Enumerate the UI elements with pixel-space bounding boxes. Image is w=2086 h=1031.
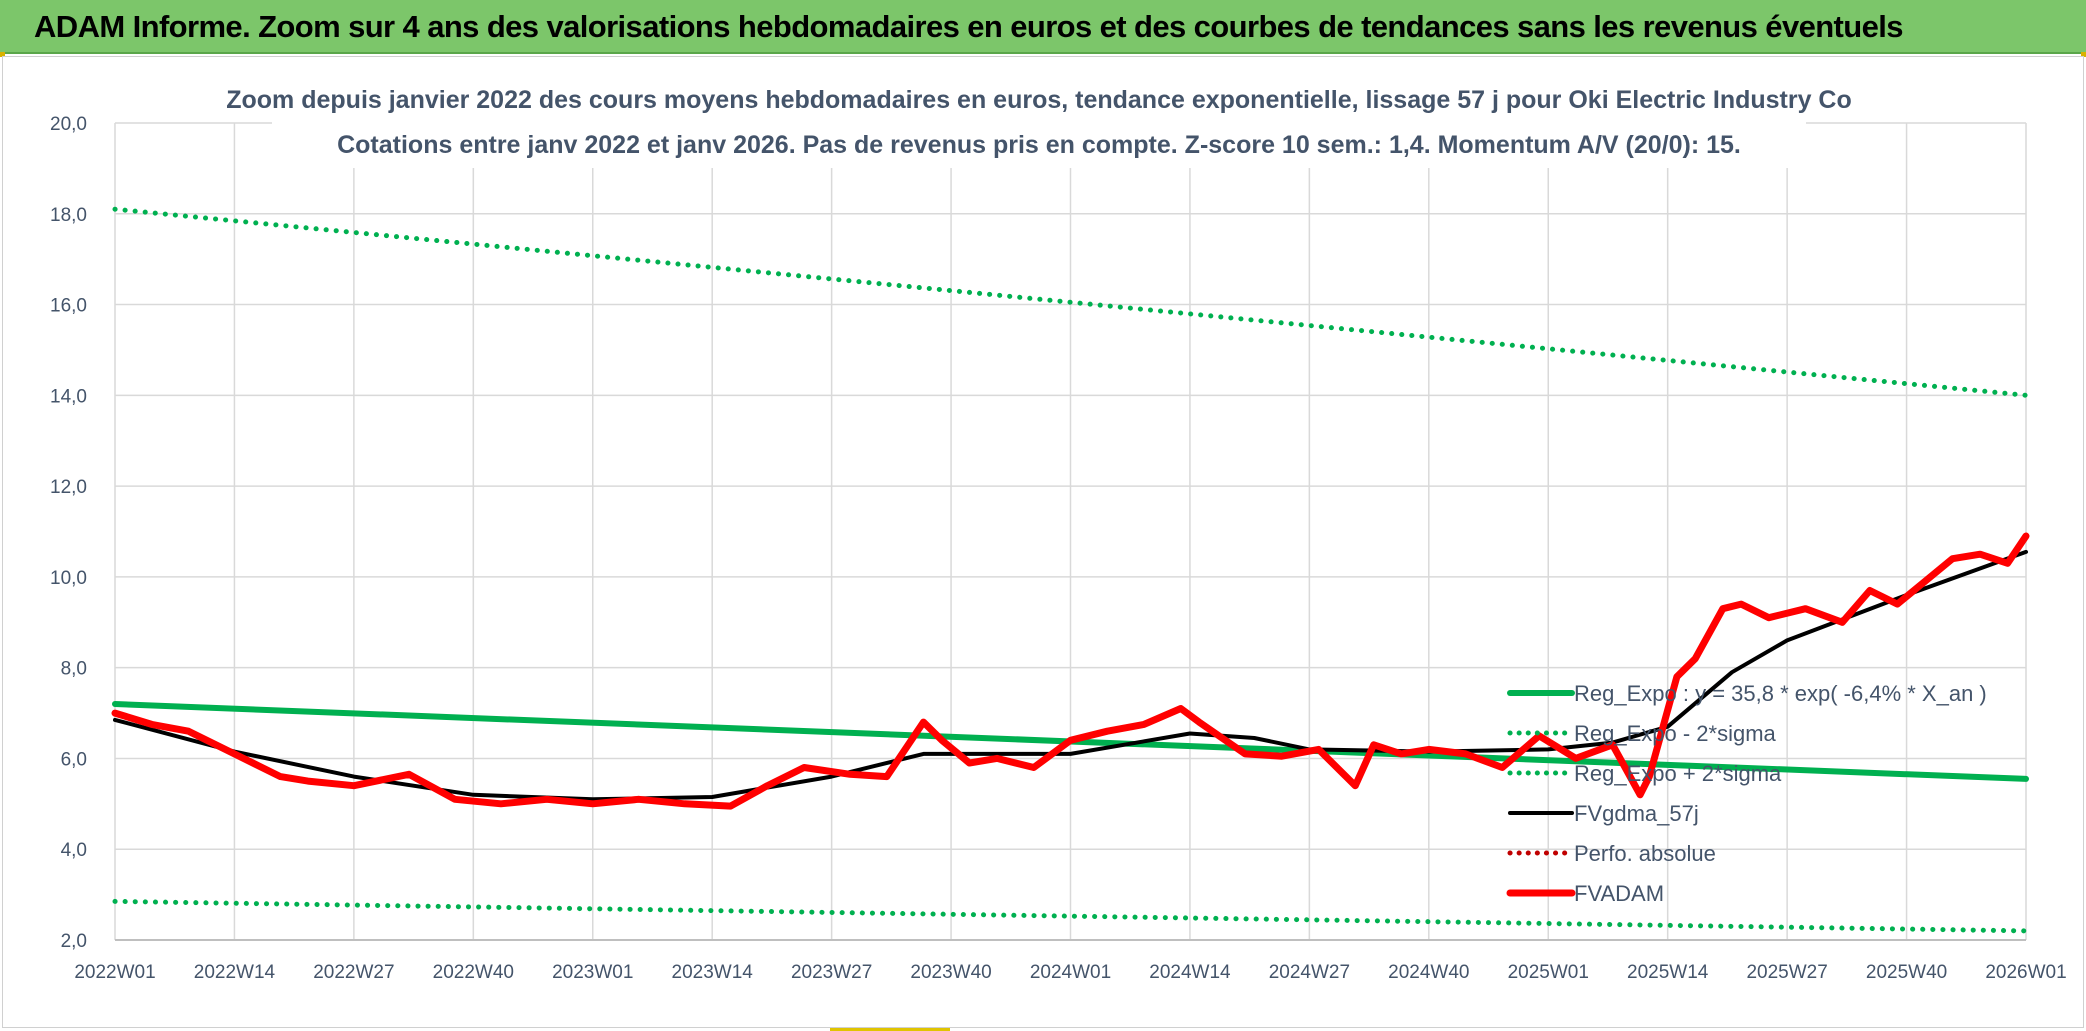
x-tick-label: 2025W27 [1746,962,1827,983]
legend-label: Reg_Expo : y = 35,8 * exp( -6,4% * X_an … [1574,681,1987,706]
x-tick-label: 2022W14 [194,962,276,983]
x-tick-label: 2024W40 [1388,962,1469,983]
y-tick-label: 4,0 [61,840,87,861]
y-tick-label: 16,0 [50,296,87,317]
series-line-fvadam [111,532,2030,810]
y-tick-label: 6,0 [61,749,87,770]
title-background [272,78,1806,168]
x-tick-label: 2022W40 [433,962,514,983]
x-tick-label: 2022W27 [313,962,394,983]
banner-corner-left [0,52,5,57]
x-tick-label: 2023W14 [672,962,754,983]
legend-label: Reg_Expo + 2*sigma [1574,761,1782,786]
title-layer: Zoom depuis janvier 2022 des cours moyen… [226,78,1852,168]
chart-subtitle: Cotations entre janv 2022 et janv 2026. … [337,131,1741,159]
legend-label: FVADAM [1574,881,1664,906]
x-tick-label: 2022W01 [74,962,155,983]
legend-label: Perfo. absolue [1574,841,1716,866]
legend-label: FVgdma_57j [1574,801,1699,826]
x-tick-label: 2025W01 [1508,962,1589,983]
chart-frame [2,56,2084,1028]
axis-layer: 2,0 4,0 6,0 8,0 10,0 12,0 14,0 16,0 18,0 20,0 2022… [50,114,2067,983]
footer-accent [830,1028,950,1031]
legend-label: Reg_Expo - 2*sigma [1574,721,1777,746]
y-tick-label: 10,0 [50,568,87,589]
x-tick-label: 2023W27 [791,962,872,983]
x-tick-label: 2024W01 [1030,962,1111,983]
report-banner-title: ADAM Informe. Zoom sur 4 ans des valoris… [34,9,1904,44]
grid-layer [114,122,2027,941]
y-tick-label: 8,0 [61,659,87,680]
series-layer [111,206,2030,934]
y-tick-label: 18,0 [50,205,87,226]
y-tick-label: 2,0 [61,931,87,952]
x-tick-label: 2026W01 [1985,962,2066,983]
y-tick-label: 14,0 [50,386,87,407]
x-tick-label: 2025W14 [1627,962,1709,983]
x-tick-label: 2023W01 [552,962,633,983]
chart-legend: Reg_Expo : y = 35,8 * exp( -6,4% * X_an … [1506,681,1987,906]
y-tick-label: 12,0 [50,477,87,498]
x-tick-label: 2023W40 [910,962,991,983]
x-tick-label: 2024W27 [1269,962,1350,983]
banner-corner-right [2081,52,2086,57]
y-tick-label: 20,0 [50,114,87,135]
series-line-reg-expo-2-sigma [112,206,2029,398]
x-tick-label: 2024W14 [1149,962,1231,983]
report-banner: ADAM Informe. Zoom sur 4 ans des valoris… [0,0,2086,54]
x-tick-label: 2025W40 [1866,962,1947,983]
chart-title: Zoom depuis janvier 2022 des cours moyen… [226,86,1852,114]
